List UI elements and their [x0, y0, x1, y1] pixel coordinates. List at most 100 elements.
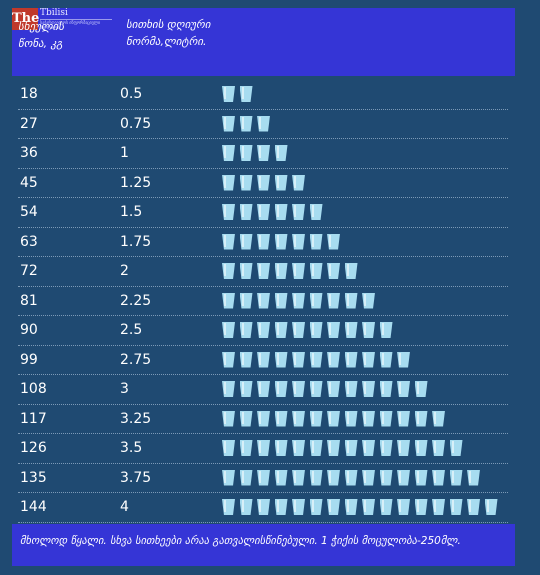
- liters-cell: 1.25: [120, 174, 152, 191]
- water-glass-icon: [449, 440, 463, 456]
- water-glass-icon: [484, 499, 498, 515]
- footer-band: [12, 524, 515, 566]
- water-glass-icon: [309, 322, 323, 338]
- water-glass-icon: [344, 469, 358, 486]
- water-glass-icon: [467, 469, 480, 486]
- water-glass-icon: [414, 499, 428, 515]
- water-glass-icon: [292, 381, 305, 397]
- liters-cell: 3.25: [120, 410, 152, 427]
- water-glass-icon: [379, 381, 393, 397]
- water-glass-icon: [309, 204, 323, 220]
- row-divider: [18, 492, 508, 493]
- liters-cell: 0.5: [120, 86, 143, 102]
- liters-cell: 2.75: [120, 351, 152, 368]
- water-glass-icon: [309, 381, 323, 397]
- water-glass-icon: [239, 381, 253, 397]
- water-glass-icon: [257, 469, 270, 486]
- water-glass-icon: [239, 292, 253, 309]
- water-glass-icon: [414, 381, 428, 397]
- water-glass-icon: [239, 263, 253, 279]
- liters-cell: 4: [120, 499, 129, 515]
- weight-cell: 135: [20, 469, 47, 486]
- liters-cell: 1: [120, 145, 129, 161]
- water-glass-icon: [397, 469, 410, 486]
- water-glass-icon: [344, 351, 358, 368]
- water-glass-icon: [379, 440, 393, 456]
- water-glass-icon: [239, 233, 253, 250]
- water-glass-icon: [449, 469, 463, 486]
- water-glass-icon: [222, 233, 235, 250]
- water-glass-icon: [397, 440, 410, 456]
- water-glass-icon: [309, 499, 323, 515]
- water-glass-icon: [257, 204, 270, 220]
- water-glass-icon: [274, 263, 288, 279]
- row-divider: [18, 521, 508, 523]
- water-glass-icon: [292, 351, 305, 368]
- water-glass-icon: [397, 410, 410, 427]
- water-glass-icon: [239, 174, 253, 191]
- water-glass-icon: [222, 292, 235, 309]
- water-glass-icon: [432, 410, 445, 427]
- water-glass-icon: [292, 469, 305, 486]
- weight-cell: 144: [20, 499, 47, 515]
- water-glass-icon: [222, 440, 235, 456]
- water-glass-icon: [292, 263, 305, 279]
- water-glass-icon: [274, 351, 288, 368]
- water-glass-icon: [292, 440, 305, 456]
- water-glass-icon: [222, 204, 235, 220]
- water-glass-icon: [327, 440, 340, 456]
- water-glass-icon: [222, 381, 235, 397]
- water-glass-icon: [344, 381, 358, 397]
- water-glass-icon: [257, 115, 270, 132]
- water-glass-icon: [257, 499, 270, 515]
- water-glass-icon: [362, 322, 375, 338]
- liters-cell: 2: [120, 263, 129, 279]
- liters-cell: 0.75: [120, 115, 152, 132]
- weight-cell: 54: [20, 204, 38, 220]
- water-glass-icon: [397, 351, 410, 368]
- water-glass-icon: [379, 322, 393, 338]
- water-glass-icon: [344, 292, 358, 309]
- weight-cell: 90: [20, 322, 38, 338]
- water-glass-icon: [362, 351, 375, 368]
- water-glass-icon: [257, 233, 270, 250]
- water-glass-icon: [239, 145, 253, 161]
- water-glass-icon: [327, 469, 340, 486]
- water-glass-icon: [239, 499, 253, 515]
- liters-cell: 2.5: [120, 322, 143, 338]
- weight-cell: 45: [20, 174, 38, 191]
- logo-mark: The: [12, 8, 39, 30]
- water-glass-icon: [344, 322, 358, 338]
- logo-subtitle: საქართველოს ინფორმაციული პორტალი: [40, 19, 112, 30]
- row-divider: [18, 462, 508, 464]
- weight-cell: 117: [20, 410, 47, 427]
- water-glass-icon: [414, 440, 428, 456]
- liters-cell: 1.5: [120, 204, 143, 220]
- water-glass-icon: [309, 292, 323, 309]
- water-glass-icon: [414, 410, 428, 427]
- water-glass-icon: [222, 115, 235, 132]
- water-glass-icon: [327, 233, 340, 250]
- liters-cell: 3.75: [120, 469, 152, 486]
- water-glass-icon: [274, 322, 288, 338]
- row-divider: [18, 197, 508, 198]
- row-divider: [18, 226, 508, 228]
- water-glass-icon: [292, 233, 305, 250]
- water-glass-icon: [344, 263, 358, 279]
- water-glass-icon: [274, 204, 288, 220]
- water-glass-icon: [362, 469, 375, 486]
- water-glass-icon: [222, 469, 235, 486]
- weight-cell: 63: [20, 233, 38, 250]
- water-glass-icon: [274, 233, 288, 250]
- water-glass-icon: [344, 440, 358, 456]
- row-divider: [18, 433, 508, 434]
- water-glass-icon: [292, 174, 305, 191]
- footer-note: მხოლოდ წყალი. სხვა სითხეები არაა გათვალი…: [20, 535, 461, 547]
- water-glass-icon: [432, 469, 445, 486]
- water-glass-icon: [327, 263, 340, 279]
- water-glass-icon: [362, 381, 375, 397]
- row-divider: [18, 344, 508, 346]
- water-glass-icon: [362, 292, 375, 309]
- water-glass-icon: [257, 322, 270, 338]
- water-glass-icon: [292, 292, 305, 309]
